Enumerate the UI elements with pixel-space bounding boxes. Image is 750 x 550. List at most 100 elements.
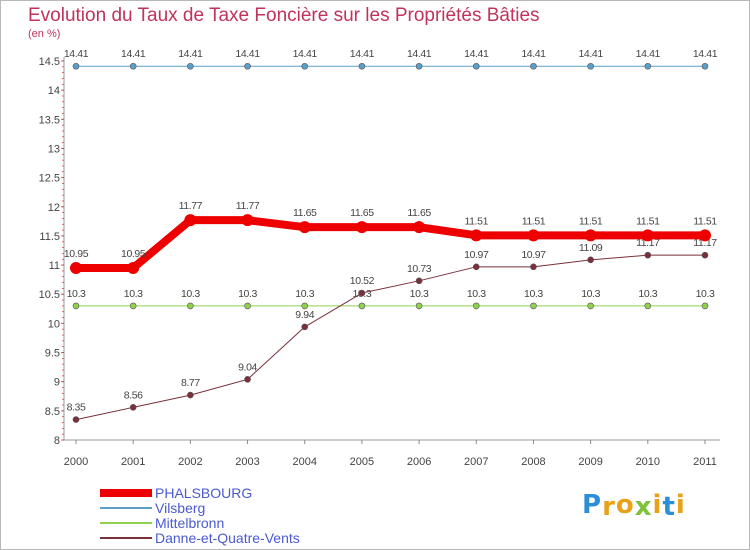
- data-label-phalsbourg-2011: 11.51: [693, 215, 717, 227]
- legend-item-vilsberg: Vilsberg: [100, 500, 360, 516]
- data-point-vilsberg-2002: [187, 62, 194, 70]
- y-tick-label-13-5: 13.5: [39, 114, 60, 126]
- legend-swatch-mittelbronn: [100, 522, 152, 524]
- data-label-phalsbourg-2008: 11.51: [522, 215, 546, 227]
- y-tick-label-13: 13: [48, 143, 60, 155]
- x-tick-label-2004: 2004: [292, 456, 316, 468]
- y-tick-label-12: 12: [48, 202, 60, 214]
- logo-letter: i: [652, 490, 663, 520]
- x-tick-label-2011: 2011: [693, 456, 717, 468]
- data-point-phalsbourg-2000: [70, 261, 82, 274]
- data-label-danne-et-quatre-vents-2003: 9.04: [238, 361, 257, 373]
- y-tick-label-11: 11: [49, 260, 60, 272]
- data-point-vilsberg-2007: [472, 62, 480, 70]
- logo-letter: P: [582, 490, 603, 520]
- data-label-vilsberg-2010: 14.41: [636, 48, 661, 60]
- data-point-phalsbourg-2007: [470, 229, 483, 242]
- data-label-vilsberg-2001: 14.41: [121, 48, 146, 60]
- data-point-danne-et-quatre-vents-2006: [415, 277, 423, 285]
- y-tick-label-8: 8: [54, 435, 60, 447]
- data-point-danne-et-quatre-vents-2001: [129, 404, 137, 411]
- data-point-mittelbronn-2004: [301, 302, 309, 310]
- data-point-phalsbourg-2001: [127, 261, 140, 274]
- logo-letter: x: [634, 492, 653, 522]
- data-label-danne-et-quatre-vents-2006: 10.73: [407, 263, 432, 275]
- data-label-danne-et-quatre-vents-2011: 11.17: [693, 237, 717, 249]
- data-label-danne-et-quatre-vents-2007: 10.97: [464, 249, 489, 261]
- data-label-vilsberg-2005: 14.41: [350, 48, 375, 60]
- x-tick-label-2003: 2003: [235, 456, 259, 468]
- data-label-phalsbourg-2010: 11.51: [636, 215, 660, 227]
- data-point-vilsberg-2000: [72, 62, 80, 70]
- chart-title: Evolution du Taux de Taxe Foncière sur l…: [28, 5, 540, 26]
- data-label-mittelbronn-2010: 10.3: [638, 288, 657, 300]
- x-tick-label-2006: 2006: [407, 456, 431, 468]
- data-point-danne-et-quatre-vents-2008: [530, 263, 537, 271]
- data-point-mittelbronn-2008: [530, 302, 537, 310]
- data-point-danne-et-quatre-vents-2011: [701, 251, 709, 259]
- data-point-vilsberg-2005: [358, 62, 366, 70]
- data-label-phalsbourg-2002: 11.77: [179, 200, 203, 212]
- legend-label-mittelbronn: Mittelbronn: [155, 515, 225, 531]
- logo-letter: o: [615, 490, 635, 520]
- data-point-mittelbronn-2010: [644, 302, 652, 310]
- x-tick-label-2001: 2001: [121, 456, 145, 468]
- data-label-danne-et-quatre-vents-2002: 8.77: [181, 377, 200, 389]
- data-label-vilsberg-2007: 14.41: [464, 48, 489, 60]
- data-label-danne-et-quatre-vents-2009: 11.09: [579, 242, 603, 254]
- data-label-vilsberg-2006: 14.41: [407, 48, 432, 60]
- data-point-mittelbronn-2006: [415, 302, 423, 310]
- data-point-phalsbourg-2008: [527, 229, 540, 242]
- y-tick-label-14: 14: [48, 85, 60, 97]
- data-point-danne-et-quatre-vents-2005: [358, 289, 366, 297]
- data-point-vilsberg-2010: [644, 62, 652, 70]
- data-label-danne-et-quatre-vents-2004: 9.94: [295, 309, 314, 321]
- data-point-mittelbronn-2005: [358, 302, 366, 310]
- logo-letter: i: [675, 490, 686, 520]
- data-label-mittelbronn-2002: 10.3: [181, 288, 200, 300]
- x-tick-label-2000: 2000: [64, 456, 88, 468]
- x-tick-label-2002: 2002: [178, 456, 202, 468]
- logo-letter: t: [662, 492, 676, 522]
- data-label-danne-et-quatre-vents-2005: 10.52: [350, 275, 375, 287]
- logo-letter: r: [602, 492, 616, 522]
- y-tick-label-12-5: 12.5: [39, 173, 60, 185]
- data-label-phalsbourg-2004: 11.65: [293, 207, 317, 219]
- data-label-mittelbronn-2001: 10.3: [124, 288, 143, 300]
- legend-item-danne-et-quatre-vents: Danne-et-Quatre-Vents: [100, 530, 360, 546]
- data-label-phalsbourg-2006: 11.65: [407, 207, 431, 219]
- data-label-mittelbronn-2000: 10.3: [67, 288, 86, 300]
- data-point-phalsbourg-2005: [355, 221, 368, 234]
- data-point-phalsbourg-2010: [641, 229, 654, 242]
- data-point-danne-et-quatre-vents-2004: [301, 323, 309, 331]
- legend-swatch-vilsberg: [100, 507, 152, 509]
- data-point-danne-et-quatre-vents-2003: [244, 376, 251, 383]
- data-label-danne-et-quatre-vents-2001: 8.56: [124, 389, 143, 401]
- data-point-phalsbourg-2011: [699, 229, 711, 242]
- data-point-mittelbronn-2003: [244, 302, 251, 310]
- y-tick-label-14-5: 14.5: [39, 56, 60, 68]
- y-tick-label-9: 9: [54, 377, 60, 389]
- y-tick-label-11-5: 11.5: [39, 231, 60, 243]
- data-point-phalsbourg-2004: [298, 221, 311, 234]
- y-tick-label-10-5: 10.5: [39, 289, 60, 301]
- data-point-vilsberg-2008: [530, 62, 537, 70]
- data-point-mittelbronn-2011: [701, 302, 709, 310]
- legend-label-danne-et-quatre-vents: Danne-et-Quatre-Vents: [155, 530, 300, 546]
- legend-item-phalsbourg: PHALSBOURG: [100, 485, 360, 501]
- data-label-danne-et-quatre-vents-2000: 8.35: [67, 402, 86, 414]
- data-point-mittelbronn-2000: [72, 302, 80, 310]
- data-point-vilsberg-2001: [129, 62, 137, 70]
- series-line-danne-et-quatre-vents: [75, 254, 706, 421]
- x-tick-label-2007: 2007: [464, 456, 488, 468]
- legend-item-mittelbronn: Mittelbronn: [100, 515, 360, 531]
- legend-swatch-phalsbourg: [100, 489, 152, 497]
- y-tick-label-10: 10: [48, 318, 60, 330]
- y-tick-label-9-5: 9.5: [45, 348, 60, 360]
- data-point-phalsbourg-2003: [241, 214, 254, 227]
- data-point-mittelbronn-2009: [587, 302, 594, 310]
- data-point-vilsberg-2009: [587, 62, 594, 70]
- data-point-danne-et-quatre-vents-2010: [644, 251, 652, 259]
- data-label-mittelbronn-2011: 10.3: [696, 288, 715, 300]
